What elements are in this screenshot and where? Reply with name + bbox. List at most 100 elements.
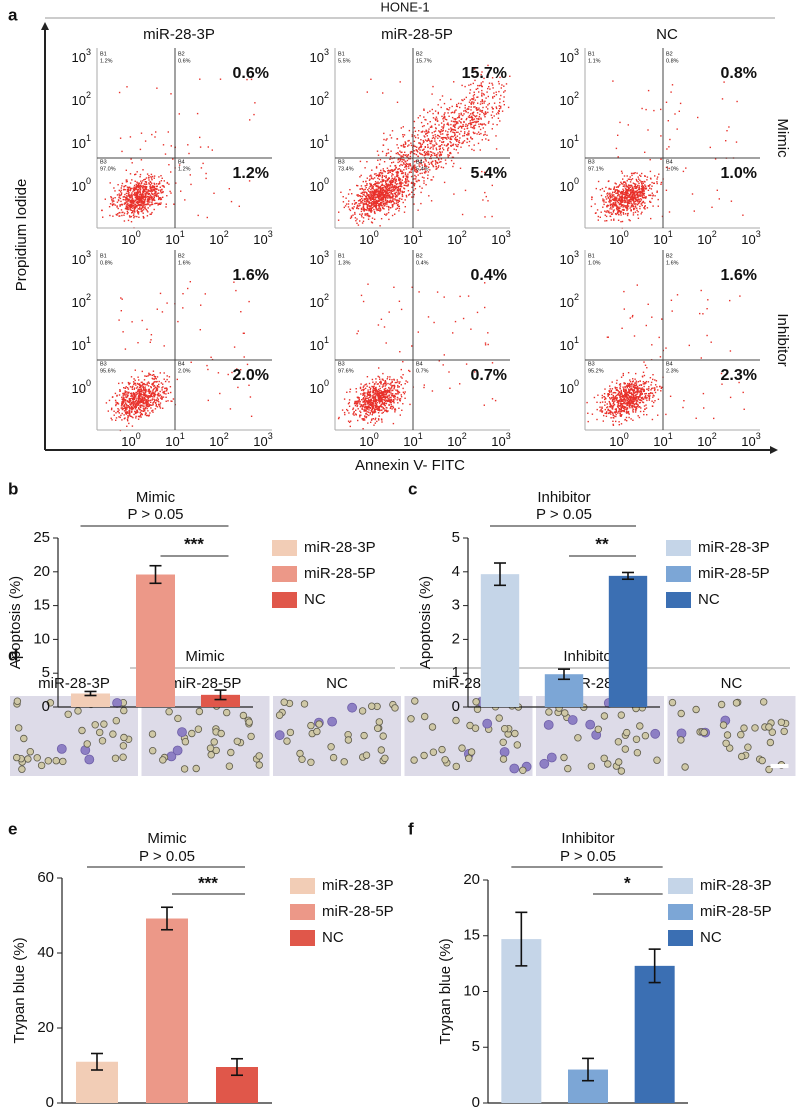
event-dot xyxy=(414,127,415,128)
event-dot xyxy=(248,301,249,302)
event-dot xyxy=(611,214,612,215)
event-dot xyxy=(375,406,376,407)
event-dot xyxy=(503,91,504,92)
event-dot xyxy=(349,391,350,392)
event-dot xyxy=(613,219,614,220)
event-dot xyxy=(609,193,610,194)
event-dot xyxy=(141,183,142,184)
event-dot xyxy=(386,155,387,156)
event-dot xyxy=(485,97,486,98)
event-dot xyxy=(437,162,438,163)
event-dot xyxy=(449,107,450,108)
tick-base: 10 xyxy=(209,434,223,449)
event-dot xyxy=(409,404,410,405)
event-dot xyxy=(197,113,198,114)
event-dot xyxy=(639,185,640,186)
event-dot xyxy=(474,115,475,116)
event-dot xyxy=(487,104,488,105)
event-dot xyxy=(423,140,424,141)
event-dot xyxy=(151,179,152,180)
event-dot xyxy=(418,130,419,131)
event-dot xyxy=(141,397,142,398)
quadrant-label: B4 xyxy=(178,159,185,165)
event-dot xyxy=(405,174,406,175)
event-dot xyxy=(636,194,637,195)
event-dot xyxy=(606,193,607,194)
event-dot xyxy=(652,195,653,196)
tick-exp: 3 xyxy=(506,229,511,239)
event-dot xyxy=(649,185,650,186)
log-tick-label: 102 xyxy=(310,90,329,108)
event-dot xyxy=(644,207,645,208)
event-dot xyxy=(362,406,363,407)
event-dot xyxy=(147,402,148,403)
event-dot xyxy=(654,195,655,196)
event-dot xyxy=(396,382,397,383)
event-dot xyxy=(349,209,350,210)
event-dot xyxy=(116,395,117,396)
event-dot xyxy=(143,402,144,403)
event-dot xyxy=(625,188,626,189)
event-dot xyxy=(149,415,150,416)
event-dot xyxy=(391,408,392,409)
event-dot xyxy=(129,215,130,216)
event-dot xyxy=(383,201,384,202)
event-dot xyxy=(367,215,368,216)
event-dot xyxy=(455,118,456,119)
event-dot xyxy=(403,145,404,146)
event-dot xyxy=(146,395,147,396)
event-dot xyxy=(382,92,383,93)
event-dot xyxy=(379,386,380,387)
event-dot xyxy=(385,192,386,193)
event-dot xyxy=(379,393,380,394)
event-dot xyxy=(636,179,637,180)
event-dot xyxy=(131,197,132,198)
event-dot xyxy=(618,202,619,203)
event-dot xyxy=(441,122,442,123)
log-tick-label: 103 xyxy=(72,249,91,267)
event-dot xyxy=(144,410,145,411)
event-dot xyxy=(123,387,124,388)
event-dot xyxy=(122,382,123,383)
event-dot xyxy=(641,212,642,213)
event-dot xyxy=(628,184,629,185)
event-dot xyxy=(145,401,146,402)
event-dot xyxy=(632,187,633,188)
event-dot xyxy=(480,111,481,112)
event-dot xyxy=(650,171,651,172)
event-dot xyxy=(366,187,367,188)
event-dot xyxy=(456,123,457,124)
event-dot xyxy=(399,383,400,384)
event-dot xyxy=(419,186,420,187)
event-dot xyxy=(622,178,623,179)
tick-base: 10 xyxy=(609,232,623,247)
event-dot xyxy=(130,202,131,203)
event-dot xyxy=(366,210,367,211)
event-dot xyxy=(367,204,368,205)
event-dot xyxy=(368,201,369,202)
event-dot xyxy=(392,197,393,198)
event-dot xyxy=(488,139,489,140)
event-dot xyxy=(389,376,390,377)
event-dot xyxy=(398,147,399,148)
event-dot xyxy=(606,220,607,221)
event-dot xyxy=(447,112,448,113)
event-dot xyxy=(625,205,626,206)
event-dot xyxy=(435,160,436,161)
upper-right-pct: 15.7% xyxy=(462,65,507,82)
event-dot xyxy=(613,202,614,203)
event-dot xyxy=(728,126,729,127)
event-dot xyxy=(142,320,143,321)
event-dot xyxy=(152,410,153,411)
event-dot xyxy=(386,153,387,154)
event-dot xyxy=(625,202,626,203)
event-dot xyxy=(445,137,446,138)
event-dot xyxy=(406,196,407,197)
event-dot xyxy=(380,202,381,203)
tick-exp: 0 xyxy=(136,229,141,239)
log-tick-label: 101 xyxy=(653,229,672,247)
event-dot xyxy=(115,420,116,421)
event-dot xyxy=(370,189,371,190)
event-dot xyxy=(397,173,398,174)
event-dot xyxy=(392,385,393,386)
